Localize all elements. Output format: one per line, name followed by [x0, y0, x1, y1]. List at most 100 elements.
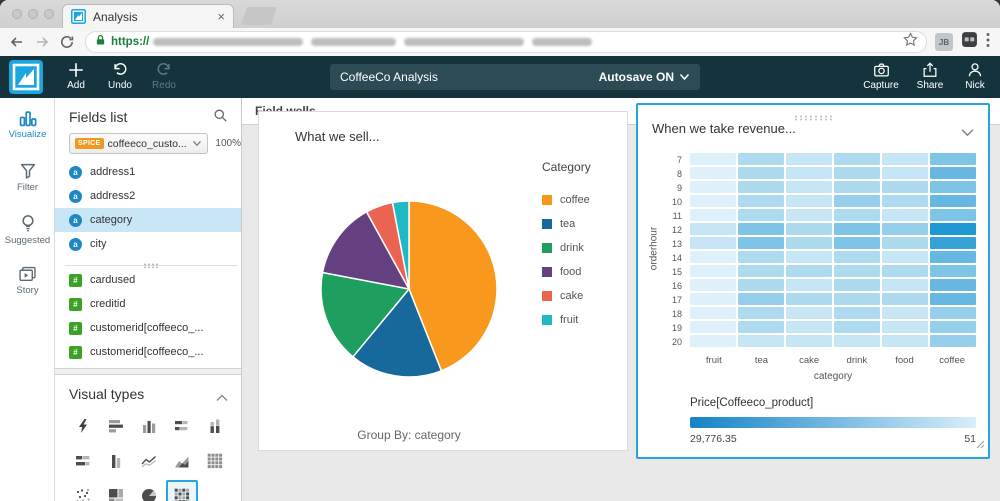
heat-cell-food-10[interactable] — [882, 195, 928, 207]
new-tab-button[interactable] — [241, 7, 277, 25]
heat-cell-food-7[interactable] — [882, 153, 928, 165]
heat-cell-food-9[interactable] — [882, 181, 928, 193]
nav-visualize[interactable]: Visualize — [0, 110, 55, 140]
heat-cell-coffee-15[interactable] — [930, 265, 976, 277]
heat-cell-food-14[interactable] — [882, 251, 928, 263]
visual-type-line-chart-icon[interactable] — [133, 445, 165, 477]
analysis-title-box[interactable]: CoffeeCo Analysis Autosave ON — [330, 64, 700, 90]
pie-slice-fruit[interactable] — [391, 200, 410, 290]
search-icon[interactable] — [213, 108, 228, 126]
heatmap-visual-card[interactable]: When we take revenue... orderhour 7 8 9 10 1… — [636, 103, 990, 459]
heat-cell-cake-7[interactable] — [786, 153, 832, 165]
heat-cell-tea-9[interactable] — [738, 181, 784, 193]
heat-cell-drink-15[interactable] — [834, 265, 880, 277]
bookmark-star-icon[interactable] — [903, 32, 918, 52]
heat-cell-coffee-13[interactable] — [930, 237, 976, 249]
heatmap-color-scale-slider[interactable] — [690, 417, 976, 428]
heat-cell-drink-13[interactable] — [834, 237, 880, 249]
heat-cell-drink-17[interactable] — [834, 293, 880, 305]
heat-cell-tea-16[interactable] — [738, 279, 784, 291]
redo-button[interactable]: Redo — [144, 59, 184, 91]
heat-cell-cake-9[interactable] — [786, 181, 832, 193]
nav-filter[interactable]: Filter — [0, 163, 55, 193]
heat-cell-coffee-7[interactable] — [930, 153, 976, 165]
visual-type-horizontal-stacked-100-bar-chart-icon[interactable] — [67, 445, 99, 477]
heat-cell-coffee-11[interactable] — [930, 209, 976, 221]
heat-cell-fruit-11[interactable] — [690, 209, 736, 221]
heat-cell-drink-14[interactable] — [834, 251, 880, 263]
heat-cell-food-18[interactable] — [882, 307, 928, 319]
heat-cell-food-20[interactable] — [882, 335, 928, 347]
field-item-customerid-coffeeco[interactable]: # customerid[coffeeco_... — [55, 316, 241, 340]
chevron-up-icon[interactable] — [216, 389, 228, 405]
heat-cell-cake-10[interactable] — [786, 195, 832, 207]
field-item-address2[interactable]: a address2 — [55, 184, 241, 208]
visual-type-horizontal-stacked-bar-chart-icon[interactable] — [166, 410, 198, 442]
heat-cell-drink-19[interactable] — [834, 321, 880, 333]
heat-cell-tea-8[interactable] — [738, 167, 784, 179]
visual-type-tree-map-icon[interactable] — [100, 480, 132, 501]
visual-type-scatter-plot-icon[interactable] — [67, 480, 99, 501]
heat-cell-tea-7[interactable] — [738, 153, 784, 165]
heat-cell-tea-12[interactable] — [738, 223, 784, 235]
heat-cell-fruit-18[interactable] — [690, 307, 736, 319]
heat-cell-fruit-8[interactable] — [690, 167, 736, 179]
field-item-customerid-coffeeco[interactable]: # customerid[coffeeco_... — [55, 340, 241, 364]
heat-cell-fruit-15[interactable] — [690, 265, 736, 277]
autosave-dropdown[interactable]: Autosave ON — [599, 70, 690, 84]
visual-type-vertical-stacked-bar-chart-icon[interactable] — [199, 410, 231, 442]
legend-item-coffee[interactable]: coffee — [542, 188, 591, 212]
field-item-address1[interactable]: a address1 — [55, 160, 241, 184]
capture-button[interactable]: Capture — [858, 59, 904, 91]
extension-jb-icon[interactable]: JB — [935, 33, 953, 51]
resize-handle-icon[interactable] — [976, 436, 985, 454]
heat-cell-coffee-10[interactable] — [930, 195, 976, 207]
heat-cell-food-19[interactable] — [882, 321, 928, 333]
nav-story[interactable]: Story — [0, 266, 55, 296]
visual-type-vertical-grouped-bar-chart-icon[interactable] — [100, 445, 132, 477]
heat-cell-tea-14[interactable] — [738, 251, 784, 263]
heat-cell-tea-11[interactable] — [738, 209, 784, 221]
heat-cell-drink-16[interactable] — [834, 279, 880, 291]
visual-type-auto-graph-icon[interactable] — [67, 410, 99, 442]
heat-cell-fruit-14[interactable] — [690, 251, 736, 263]
field-item-category[interactable]: a category — [55, 208, 241, 232]
visual-type-pivot-table-icon[interactable] — [199, 445, 231, 477]
heat-cell-food-15[interactable] — [882, 265, 928, 277]
heat-cell-food-16[interactable] — [882, 279, 928, 291]
heat-cell-drink-18[interactable] — [834, 307, 880, 319]
address-bar[interactable]: https:// — [85, 31, 927, 53]
legend-item-food[interactable]: food — [542, 260, 591, 284]
dataset-dropdown[interactable]: SPICE coffeeco_custo... — [69, 133, 209, 154]
user-menu-button[interactable]: Nick — [955, 59, 995, 91]
heat-cell-coffee-14[interactable] — [930, 251, 976, 263]
browser-menu-kebab-icon[interactable] — [986, 32, 990, 53]
heat-cell-fruit-19[interactable] — [690, 321, 736, 333]
window-minimize-button[interactable] — [28, 9, 38, 19]
undo-button[interactable]: Undo — [100, 59, 140, 91]
legend-item-drink[interactable]: drink — [542, 236, 591, 260]
heat-cell-food-17[interactable] — [882, 293, 928, 305]
heat-cell-fruit-9[interactable] — [690, 181, 736, 193]
heat-cell-tea-10[interactable] — [738, 195, 784, 207]
window-zoom-button[interactable] — [44, 9, 54, 19]
heat-cell-fruit-16[interactable] — [690, 279, 736, 291]
tab-close-icon[interactable]: × — [217, 9, 225, 24]
pie-slice-drink[interactable] — [320, 271, 411, 358]
heat-cell-cake-12[interactable] — [786, 223, 832, 235]
visual-type-pie-chart-icon[interactable] — [133, 480, 165, 501]
heat-cell-cake-13[interactable] — [786, 237, 832, 249]
heat-cell-tea-15[interactable] — [738, 265, 784, 277]
heat-cell-cake-15[interactable] — [786, 265, 832, 277]
heat-cell-tea-17[interactable] — [738, 293, 784, 305]
quicksight-logo[interactable] — [9, 60, 43, 94]
heat-cell-coffee-8[interactable] — [930, 167, 976, 179]
extension-dark-icon[interactable] — [961, 31, 978, 53]
pie-slice-tea[interactable] — [351, 287, 443, 378]
field-item-cardused[interactable]: # cardused — [55, 268, 241, 292]
heat-cell-tea-20[interactable] — [738, 335, 784, 347]
heat-cell-food-13[interactable] — [882, 237, 928, 249]
legend-item-cake[interactable]: cake — [542, 284, 591, 308]
heat-cell-tea-13[interactable] — [738, 237, 784, 249]
heat-cell-coffee-16[interactable] — [930, 279, 976, 291]
